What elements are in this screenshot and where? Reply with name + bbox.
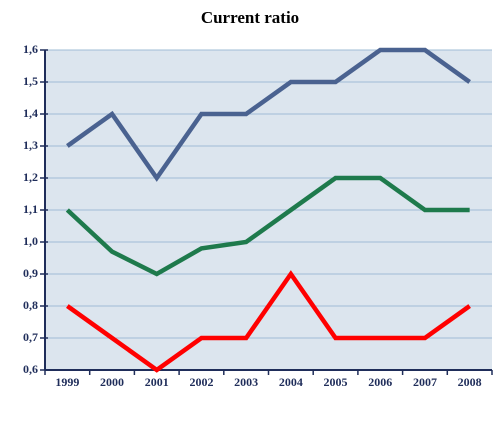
x-tick-label: 2006 [368,375,392,389]
y-tick-label: 1,6 [23,42,38,56]
y-tick-label: 1,4 [23,106,38,120]
y-tick-label: 0,9 [23,266,38,280]
y-tick-label: 0,6 [23,362,38,376]
x-tick-label: 2005 [324,375,348,389]
x-tick-label: 2000 [100,375,124,389]
x-tick-label: 2008 [458,375,482,389]
y-tick-label: 1,3 [23,138,38,152]
chart-title: Current ratio [201,8,299,27]
y-tick-label: 0,7 [23,330,38,344]
y-tick-label: 1,0 [23,234,38,248]
x-tick-label: 2003 [234,375,258,389]
x-tick-label: 1999 [55,375,79,389]
y-tick-label: 0,8 [23,298,38,312]
y-tick-label: 1,1 [23,202,38,216]
y-tick-label: 1,5 [23,74,38,88]
x-tick-label: 2002 [189,375,213,389]
series-line [66,270,471,373]
series-line [66,47,471,182]
x-tick-label: 2004 [279,375,303,389]
x-tick-label: 2007 [413,375,437,389]
y-tick-label: 1,2 [23,170,38,184]
x-tick-label: 2001 [145,375,169,389]
series-line [65,175,470,277]
